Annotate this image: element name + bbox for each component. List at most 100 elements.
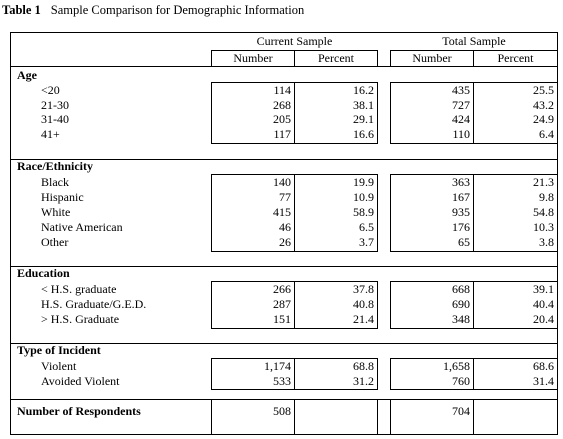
- table-cell: 10.3: [533, 220, 554, 234]
- row-label: Violent: [41, 359, 77, 373]
- table-cell: 668: [452, 282, 470, 296]
- table-cell: 21.4: [353, 312, 374, 326]
- table-cell: 38.1: [353, 97, 374, 112]
- cell-box: [473, 174, 558, 252]
- subheader-number: Number: [211, 51, 295, 66]
- table-cell: 727: [452, 97, 470, 112]
- table-cell: 10.9: [353, 190, 374, 204]
- table-cell: 1,174: [264, 359, 291, 373]
- cell-box: [294, 281, 378, 329]
- table-cell: 205: [273, 112, 291, 126]
- table-cell: 424: [452, 112, 470, 126]
- table-cell: 58.9: [353, 205, 374, 219]
- table-cell: 40.4: [533, 297, 554, 311]
- table-cell: 363: [452, 175, 470, 189]
- header-rule: [11, 66, 557, 67]
- table-cell: 31.4: [533, 374, 554, 388]
- row-label: White: [41, 205, 71, 219]
- row-label: 31-40: [41, 112, 69, 126]
- respondents-label: Number of Respondents: [17, 404, 141, 418]
- table-cell: 19.9: [353, 175, 374, 189]
- cell-box: [294, 174, 378, 252]
- table-cell: 533: [273, 374, 291, 388]
- table-cell: 1,658: [443, 359, 470, 373]
- table-cell: 287: [273, 297, 291, 311]
- table-cell: 266: [273, 282, 291, 296]
- section-title: Type of Incident: [17, 343, 101, 357]
- subheader-number: Number: [390, 51, 474, 66]
- table-cell: 167: [452, 190, 470, 204]
- section-title: Education: [17, 266, 70, 280]
- subheader-percent: Percent: [473, 51, 558, 66]
- table-cell: 415: [273, 205, 291, 219]
- table-cell: 26: [279, 235, 291, 249]
- table-cell: 114: [273, 83, 291, 97]
- table-cell: 37.8: [353, 282, 374, 296]
- table-caption: Table 1 Sample Comparison for Demographic…: [2, 3, 304, 18]
- table-cell: 40.8: [353, 297, 374, 311]
- subheader-percent: Percent: [294, 51, 378, 66]
- row-label: 41+: [41, 126, 60, 141]
- table-cell: 24.9: [533, 112, 554, 126]
- table-cell: 690: [452, 297, 470, 311]
- table-cell: 16.6: [353, 126, 374, 141]
- row-label: Other: [41, 235, 69, 249]
- table-cell: 16.2: [353, 83, 374, 97]
- cell-box: [294, 399, 378, 435]
- row-label: H.S. Graduate/G.E.D.: [41, 297, 147, 311]
- row-label: Hispanic: [41, 190, 84, 204]
- table-cell: 31.2: [353, 374, 374, 388]
- table-cell: 176: [452, 220, 470, 234]
- table-cell: 54.8: [533, 205, 554, 219]
- cell-box: [473, 82, 558, 144]
- row-label: Black: [41, 175, 69, 189]
- table-cell: 20.4: [533, 312, 554, 326]
- row-label: 21-30: [41, 97, 69, 112]
- table-cell: 435: [452, 83, 470, 97]
- table-cell: 935: [452, 205, 470, 219]
- row-label: <20: [41, 83, 60, 97]
- respondents-cell: 704: [452, 404, 470, 418]
- table-cell: 65: [458, 235, 470, 249]
- group-underline: [390, 50, 558, 51]
- table-cell: 68.8: [353, 359, 374, 373]
- section-rule: [11, 266, 557, 267]
- table-cell: 77: [279, 190, 291, 204]
- cell-box: [473, 358, 558, 390]
- table-cell: 9.8: [539, 190, 554, 204]
- cell-box: [473, 399, 558, 435]
- section-title: Race/Ethnicity: [17, 159, 93, 173]
- row-label: > H.S. Graduate: [41, 312, 120, 326]
- cell-box: [294, 358, 378, 390]
- table-cell: 110: [452, 126, 470, 141]
- table-cell: 140: [273, 175, 291, 189]
- respondents-cell: 508: [273, 404, 291, 418]
- section-title: Age: [17, 68, 37, 82]
- table-cell: 3.7: [359, 235, 374, 249]
- table-cell: 29.1: [353, 112, 374, 126]
- table-cell: 39.1: [533, 282, 554, 296]
- table-cell: 43.2: [533, 97, 554, 112]
- section-rule: [11, 159, 557, 160]
- cell-box: [294, 82, 378, 144]
- table-cell: 117: [273, 126, 291, 141]
- cell-box: [473, 281, 558, 329]
- table-number: Table 1: [2, 3, 41, 17]
- group-header-total-sample: Total Sample: [442, 34, 506, 48]
- demographics-table: Current Sample Total Sample Number Perce…: [10, 32, 558, 435]
- row-label: Native American: [41, 220, 123, 234]
- table-cell: 25.5: [533, 83, 554, 97]
- group-underline: [211, 50, 378, 51]
- group-header-current-sample: Current Sample: [256, 34, 333, 48]
- row-label: Avoided Violent: [41, 374, 120, 388]
- table-cell: 6.4: [539, 126, 554, 141]
- table-cell: 68.6: [533, 359, 554, 373]
- table-title: Sample Comparison for Demographic Inform…: [50, 3, 305, 17]
- table-cell: 151: [273, 312, 291, 326]
- section-rule: [11, 343, 557, 344]
- table-cell: 268: [273, 97, 291, 112]
- table-cell: 3.8: [539, 235, 554, 249]
- table-cell: 21.3: [533, 175, 554, 189]
- table-cell: 6.5: [359, 220, 374, 234]
- table-cell: 348: [452, 312, 470, 326]
